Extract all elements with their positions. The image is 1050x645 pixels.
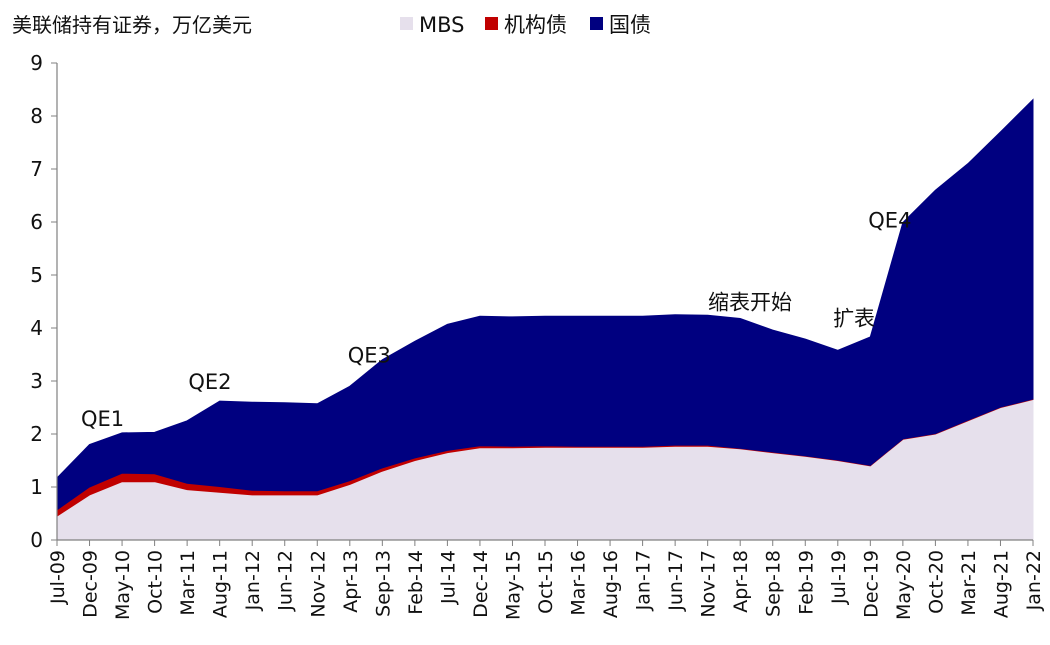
x-tick-label: Apr-18 bbox=[730, 550, 752, 613]
y-tick-label: 8 bbox=[30, 104, 43, 128]
x-tick-label: Jan-17 bbox=[633, 550, 655, 611]
y-tick-label: 2 bbox=[30, 422, 43, 446]
x-tick-label: Sep-13 bbox=[372, 550, 394, 617]
y-tick-label: 6 bbox=[30, 210, 43, 234]
y-tick-label: 7 bbox=[30, 157, 43, 181]
x-tick-label: Jun-12 bbox=[275, 550, 297, 612]
x-tick-label: Nov-12 bbox=[307, 550, 329, 618]
chart-title: 美联储持有证券，万亿美元 bbox=[12, 13, 252, 37]
legend-label: 机构债 bbox=[504, 13, 567, 37]
annotation-label: QE3 bbox=[348, 343, 391, 367]
annotation-label: 缩表开始 bbox=[708, 290, 792, 314]
y-tick-label: 0 bbox=[30, 528, 43, 552]
area-2 bbox=[56, 98, 1034, 511]
x-tick-label: Mar-16 bbox=[568, 550, 590, 616]
x-tick-label: Jan-22 bbox=[1023, 550, 1045, 611]
y-tick-label: 9 bbox=[30, 51, 43, 75]
x-tick-label: Dec-09 bbox=[80, 550, 102, 618]
x-tick-label: May-15 bbox=[502, 550, 524, 620]
x-tick-label: Dec-19 bbox=[860, 550, 882, 618]
x-tick-label: Apr-13 bbox=[340, 550, 362, 613]
x-tick-label: Oct-10 bbox=[145, 550, 167, 614]
y-tick-label: 4 bbox=[30, 316, 43, 340]
legend-label: MBS bbox=[419, 13, 465, 37]
axes: 0 1 2 3 4 5 6 7 8 9 Jul-09 Dec-09 May-10 Oct-10 Mar-11… bbox=[30, 51, 1045, 620]
x-tick-label: Jul-19 bbox=[828, 550, 850, 605]
x-tick-label: Jun-17 bbox=[665, 550, 687, 612]
legend-label: 国债 bbox=[609, 13, 651, 37]
x-tick-label: Jul-09 bbox=[47, 550, 69, 605]
x-tick-label: May-20 bbox=[893, 550, 915, 620]
x-tick-label: Jul-14 bbox=[437, 550, 459, 605]
x-tick-label: Oct-15 bbox=[535, 550, 557, 614]
x-tick-label: Mar-21 bbox=[958, 550, 980, 616]
annotation-label: 扩表 bbox=[833, 306, 875, 330]
x-tick-label: Dec-14 bbox=[470, 550, 492, 618]
annotation-label: QE1 bbox=[81, 407, 124, 431]
legend-swatch bbox=[590, 17, 603, 30]
area-series bbox=[56, 98, 1034, 541]
legend: MBS 机构债 国债 bbox=[400, 13, 651, 37]
annotation-label: QE2 bbox=[188, 370, 231, 394]
x-tick-label: Aug-21 bbox=[990, 550, 1012, 618]
x-tick-label: Feb-19 bbox=[795, 550, 817, 615]
x-tick-label: Feb-14 bbox=[405, 550, 427, 615]
x-tick-label: Sep-18 bbox=[763, 550, 785, 617]
x-tick-label: Jan-12 bbox=[242, 550, 264, 611]
legend-swatch bbox=[485, 17, 498, 30]
y-tick-label: 3 bbox=[30, 369, 43, 393]
y-tick-label: 5 bbox=[30, 263, 43, 287]
x-tick-label: Nov-17 bbox=[698, 550, 720, 618]
legend-swatch bbox=[400, 17, 413, 30]
x-tick-label: Mar-11 bbox=[177, 550, 199, 616]
annotation-label: QE4 bbox=[868, 208, 911, 232]
x-tick-label: Aug-11 bbox=[210, 550, 232, 618]
x-tick-label: Aug-16 bbox=[600, 550, 622, 618]
x-tick-label: Oct-20 bbox=[925, 550, 947, 614]
x-tick-label: May-10 bbox=[112, 550, 134, 620]
y-tick-label: 1 bbox=[30, 475, 43, 499]
